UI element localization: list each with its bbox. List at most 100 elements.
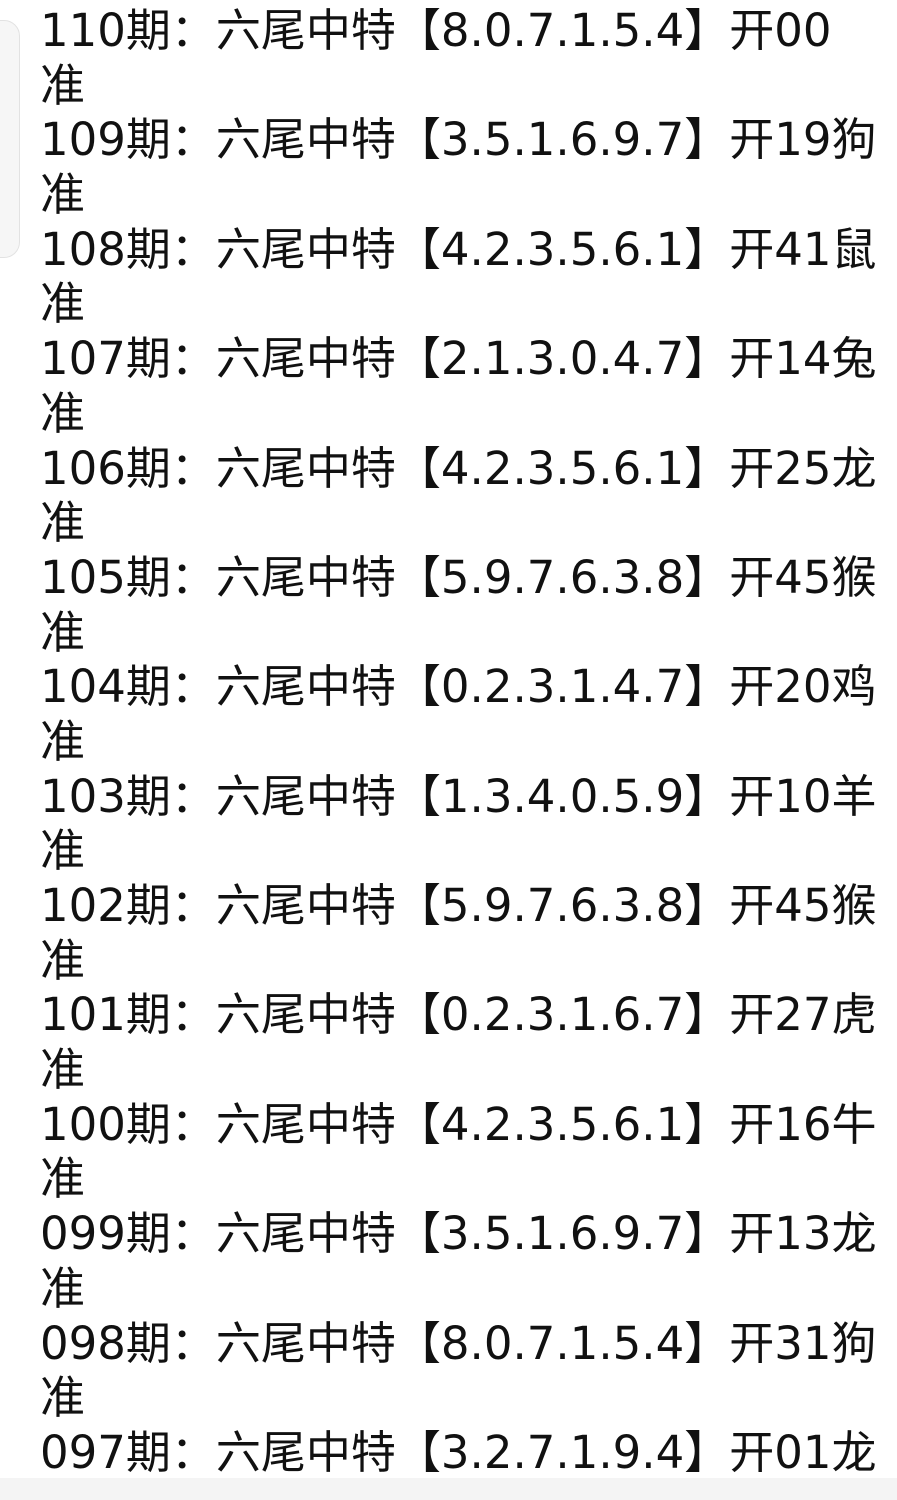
entry-status: 准 [40,933,86,987]
entry-result: 开27虎 [729,988,877,1042]
list-item: 099期：六尾中特【3.5.1.6.9.7】开13龙准 [40,1207,897,1316]
entry-result: 开45猴 [729,550,877,604]
entry-period: 103期： [40,769,216,823]
entry-result: 开41鼠 [729,222,877,276]
list-item: 102期：六尾中特【5.9.7.6.3.8】开45猴准 [40,879,897,988]
entry-label: 六尾中特 [215,332,396,386]
entry-status: 准 [40,1261,86,1315]
list-item: 104期：六尾中特【0.2.3.1.4.7】开20鸡准 [40,660,897,769]
entry-line: 097期：六尾中特【3.2.7.1.9.4】开01龙 [40,1426,897,1481]
entry-period: 106期： [40,441,216,495]
list-item: 106期：六尾中特【4.2.3.5.6.1】开25龙准 [40,442,897,551]
entry-label: 六尾中特 [215,660,396,714]
entry-status: 准 [40,496,86,550]
entry-result: 开13龙 [729,1207,877,1261]
entry-label: 六尾中特 [215,988,396,1042]
entry-line: 109期：六尾中特【3.5.1.6.9.7】开19狗 [40,113,897,168]
list-item: 107期：六尾中特【2.1.3.0.4.7】开14兔准 [40,332,897,441]
entry-numbers: 【3.5.1.6.9.7】 [395,113,730,167]
entry-line: 105期：六尾中特【5.9.7.6.3.8】开45猴 [40,551,897,606]
entry-line: 098期：六尾中特【8.0.7.1.5.4】开31狗 [40,1317,897,1372]
entry-label: 六尾中特 [215,1097,396,1151]
entry-numbers: 【3.5.1.6.9.7】 [395,1207,730,1261]
bottom-bar [0,1478,897,1500]
entry-label: 六尾中特 [215,113,396,167]
entry-status: 准 [40,714,86,768]
entry-line: 106期：六尾中特【4.2.3.5.6.1】开25龙 [40,442,897,497]
entry-period: 104期： [40,660,216,714]
entry-period: 102期： [40,879,216,932]
list-item: 105期：六尾中特【5.9.7.6.3.8】开45猴准 [40,551,897,660]
entry-line: 108期：六尾中特【4.2.3.5.6.1】开41鼠 [40,223,897,278]
entry-result: 开14兔 [729,332,877,386]
entry-numbers: 【5.9.7.6.3.8】 [395,879,730,932]
entry-label: 六尾中特 [215,441,396,495]
entry-line: 100期：六尾中特【4.2.3.5.6.1】开16牛 [40,1098,897,1153]
entry-label: 六尾中特 [215,879,396,932]
entry-period: 099期： [40,1207,216,1261]
entry-result: 开20鸡 [729,660,877,714]
entry-label: 六尾中特 [215,1316,396,1370]
entry-status: 准 [40,824,86,878]
entry-numbers: 【8.0.7.1.5.4】 [395,1316,730,1370]
entry-line: 110期：六尾中特【8.0.7.1.5.4】开00 [40,4,897,59]
list-item: 110期：六尾中特【8.0.7.1.5.4】开00 准 [40,4,897,113]
entry-label: 六尾中特 [215,769,396,823]
entry-result: 开31狗 [729,1316,877,1370]
entry-line: 107期：六尾中特【2.1.3.0.4.7】开14兔 [40,332,897,387]
entry-period: 105期： [40,550,216,604]
list-item: 108期：六尾中特【4.2.3.5.6.1】开41鼠准 [40,223,897,332]
entry-label: 六尾中特 [215,4,396,57]
entry-label: 六尾中特 [215,1425,396,1479]
list-item: 098期：六尾中特【8.0.7.1.5.4】开31狗准 [40,1317,897,1426]
entry-label: 六尾中特 [215,550,396,604]
entry-numbers: 【8.0.7.1.5.4】 [395,4,730,57]
entry-numbers: 【4.2.3.5.6.1】 [395,222,730,276]
entry-status: 准 [40,277,86,331]
entry-status: 准 [40,58,86,112]
prediction-list: 110期：六尾中特【8.0.7.1.5.4】开00 准 109期：六尾中特【3.5.… [40,4,897,1481]
entry-period: 110期： [40,4,216,57]
entry-result: 开45猴 [729,879,877,932]
entry-numbers: 【3.2.7.1.9.4】 [395,1425,730,1479]
entry-result: 开16牛 [729,1097,877,1151]
entry-line: 099期：六尾中特【3.5.1.6.9.7】开13龙 [40,1207,897,1262]
list-item: 100期：六尾中特【4.2.3.5.6.1】开16牛准 [40,1098,897,1207]
list-item: 097期：六尾中特【3.2.7.1.9.4】开01龙 [40,1426,897,1481]
entry-status: 准 [40,605,86,659]
entry-status: 准 [40,168,86,222]
list-item: 109期：六尾中特【3.5.1.6.9.7】开19狗准 [40,113,897,222]
entry-numbers: 【2.1.3.0.4.7】 [395,332,730,386]
entry-numbers: 【4.2.3.5.6.1】 [395,441,730,495]
list-item: 101期：六尾中特【0.2.3.1.6.7】开27虎准 [40,988,897,1097]
entry-result: 开19狗 [729,113,877,167]
entry-numbers: 【0.2.3.1.6.7】 [395,988,730,1042]
entry-line: 102期：六尾中特【5.9.7.6.3.8】开45猴 [40,879,897,934]
entry-status: 准 [40,1152,86,1206]
entry-numbers: 【1.3.4.0.5.9】 [395,769,730,823]
entry-label: 六尾中特 [215,1207,396,1261]
entry-line: 101期：六尾中特【0.2.3.1.6.7】开27虎 [40,988,897,1043]
entry-period: 108期： [40,222,216,276]
entry-label: 六尾中特 [215,222,396,276]
side-floating-handle[interactable] [0,20,20,258]
entry-status: 准 [40,1371,86,1425]
list-item: 103期：六尾中特【1.3.4.0.5.9】开10羊准 [40,770,897,879]
entry-period: 097期： [40,1425,216,1479]
entry-result: 开10羊 [729,769,877,823]
entry-period: 107期： [40,332,216,386]
entry-line: 104期：六尾中特【0.2.3.1.4.7】开20鸡 [40,660,897,715]
entry-period: 098期： [40,1316,216,1370]
entry-period: 100期： [40,1097,216,1151]
entry-period: 109期： [40,113,216,167]
entry-line: 103期：六尾中特【1.3.4.0.5.9】开10羊 [40,770,897,825]
entry-result: 开25龙 [729,441,877,495]
entry-result: 开01龙 [729,1425,877,1479]
entry-numbers: 【5.9.7.6.3.8】 [395,550,730,604]
entry-period: 101期： [40,988,216,1042]
entry-result: 开00 [729,4,832,57]
entry-status: 准 [40,1043,86,1097]
entry-status: 准 [40,386,86,440]
entry-numbers: 【4.2.3.5.6.1】 [395,1097,730,1151]
entry-numbers: 【0.2.3.1.4.7】 [395,660,730,714]
